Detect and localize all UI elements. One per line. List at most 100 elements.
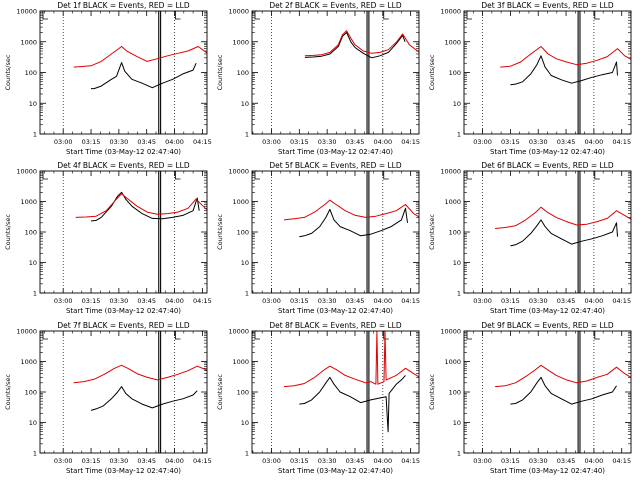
x-tick-label: 03:30 xyxy=(529,297,548,305)
chart-title: Det 8f BLACK = Events, RED = LLD xyxy=(269,321,402,330)
y-axis-label: Counts/sec xyxy=(216,374,224,410)
y-tick-label: 10000 xyxy=(440,328,461,336)
x-tick-label: 03:15 xyxy=(290,297,309,305)
interval-bracket xyxy=(255,11,260,19)
y-tick-label: 100 xyxy=(449,69,461,77)
series-line-events xyxy=(91,63,196,89)
y-tick-label: 100 xyxy=(237,229,249,237)
x-tick-label: 04:00 xyxy=(373,138,392,146)
x-tick-label: 03:30 xyxy=(318,457,337,465)
y-tick-label: 1000 xyxy=(444,198,461,206)
x-tick-label: 04:15 xyxy=(401,297,420,305)
x-axis-label: Start Time (03-May-12 02:47:40) xyxy=(278,467,393,475)
x-tick-label: 04:15 xyxy=(612,457,631,465)
y-tick-label: 1 xyxy=(245,131,249,139)
x-tick-label: 03:00 xyxy=(54,138,73,146)
series-line-events xyxy=(510,377,616,404)
x-tick-label: 03:00 xyxy=(54,457,73,465)
x-tick-label: 03:15 xyxy=(290,138,309,146)
panel-det-8: Det 8f BLACK = Events, RED = LLD Counts/s… xyxy=(216,321,424,475)
y-tick-label: 10 xyxy=(241,419,249,427)
panel-det-3: Det 3f BLACK = Events, RED = LLD Counts/s… xyxy=(428,1,633,156)
x-tick-label: 04:00 xyxy=(585,457,604,465)
plot-area xyxy=(495,365,635,404)
x-tick-label: 03:15 xyxy=(82,457,101,465)
plot-frame xyxy=(464,331,631,453)
chart-title: Det 1f BLACK = Events, RED = LLD xyxy=(57,1,190,10)
x-tick-label: 04:00 xyxy=(373,457,392,465)
y-tick-label: 100 xyxy=(25,69,37,77)
chart-title: Det 3f BLACK = Events, RED = LLD xyxy=(481,1,614,10)
x-tick-label: 03:00 xyxy=(262,138,281,146)
plot-frame xyxy=(464,171,631,293)
x-axis-label: Start Time (03-May-12 02:47:40) xyxy=(278,307,393,315)
panel-det-6: Det 6f BLACK = Events, RED = LLDCounts/s… xyxy=(428,161,635,315)
interval-bracket xyxy=(175,331,180,339)
x-tick-label: 04:15 xyxy=(401,138,420,146)
y-tick-label: 10000 xyxy=(228,8,249,16)
y-tick-label: 1 xyxy=(33,290,37,298)
x-tick-label: 03:30 xyxy=(529,138,548,146)
y-axis-label: Counts/sec xyxy=(428,374,436,410)
y-tick-label: 1000 xyxy=(444,358,461,366)
chart-title: Det 4f BLACK = Events, RED = LLD xyxy=(57,161,190,170)
plot-frame xyxy=(252,171,419,293)
interval-bracket xyxy=(595,11,600,19)
y-tick-label: 100 xyxy=(449,389,461,397)
interval-bracket xyxy=(175,11,180,19)
x-tick-label: 04:00 xyxy=(165,457,184,465)
plot-area xyxy=(74,47,219,89)
interval-bracket xyxy=(467,11,472,19)
plot-area xyxy=(76,192,219,221)
plot-frame xyxy=(252,11,419,134)
x-tick-label: 03:30 xyxy=(529,457,548,465)
plot-area xyxy=(305,31,426,58)
x-axis-label: Start Time (03-May-12 02:47:40) xyxy=(66,307,181,315)
x-tick-label: 03:15 xyxy=(501,297,520,305)
y-tick-label: 10000 xyxy=(16,328,37,336)
y-tick-label: 10 xyxy=(29,259,37,267)
panel-det-5: Det 5f BLACK = Events, RED = LLD Counts/s… xyxy=(216,161,424,315)
x-tick-label: 03:00 xyxy=(473,138,492,146)
x-tick-label: 03:15 xyxy=(290,457,309,465)
y-tick-label: 100 xyxy=(237,389,249,397)
chart-title: Det 9f BLACK = Events, RED = LLD xyxy=(481,321,614,330)
detector-lightcurve-grid: Det 1f BLACK = Events, RED = LLD Counts/s… xyxy=(0,0,640,480)
interval-bracket xyxy=(384,11,389,19)
x-tick-label: 03:00 xyxy=(262,297,281,305)
x-tick-label: 03:00 xyxy=(262,457,281,465)
x-axis-label: Start Time (03-May-12 02:47:40) xyxy=(66,148,181,156)
y-tick-label: 10 xyxy=(241,100,249,108)
plot-frame xyxy=(40,171,207,293)
series-line-events xyxy=(91,192,199,221)
plot-frame xyxy=(40,331,207,453)
x-tick-label: 03:00 xyxy=(54,297,73,305)
x-tick-label: 04:00 xyxy=(373,297,392,305)
y-tick-label: 10000 xyxy=(16,8,37,16)
x-tick-label: 04:15 xyxy=(193,297,212,305)
plot-area xyxy=(74,365,216,410)
x-tick-label: 04:00 xyxy=(165,297,184,305)
y-tick-label: 100 xyxy=(25,229,37,237)
x-axis-label: Start Time (03-May-12 02:47:40) xyxy=(490,467,605,475)
interval-bracket xyxy=(467,331,472,339)
y-axis-label: Counts/sec xyxy=(428,214,436,250)
interval-bracket xyxy=(595,331,600,339)
y-axis-label: Counts/sec xyxy=(4,374,12,410)
series-line-lld xyxy=(495,365,635,386)
chart-title: Det 5f BLACK = Events, RED = LLD xyxy=(269,161,402,170)
y-tick-label: 10000 xyxy=(440,168,461,176)
y-axis-label: Counts/sec xyxy=(4,54,12,90)
series-line-events xyxy=(91,387,197,411)
y-tick-label: 1000 xyxy=(232,198,249,206)
y-axis-label: Counts/sec xyxy=(216,54,224,90)
y-tick-label: 10000 xyxy=(228,328,249,336)
y-tick-label: 10000 xyxy=(16,168,37,176)
plot-area xyxy=(500,47,633,85)
y-tick-label: 1000 xyxy=(20,358,37,366)
y-tick-label: 100 xyxy=(449,229,461,237)
y-tick-label: 1 xyxy=(33,450,37,458)
y-tick-label: 1 xyxy=(457,450,461,458)
series-line-events xyxy=(510,220,617,246)
y-tick-label: 10 xyxy=(453,100,461,108)
